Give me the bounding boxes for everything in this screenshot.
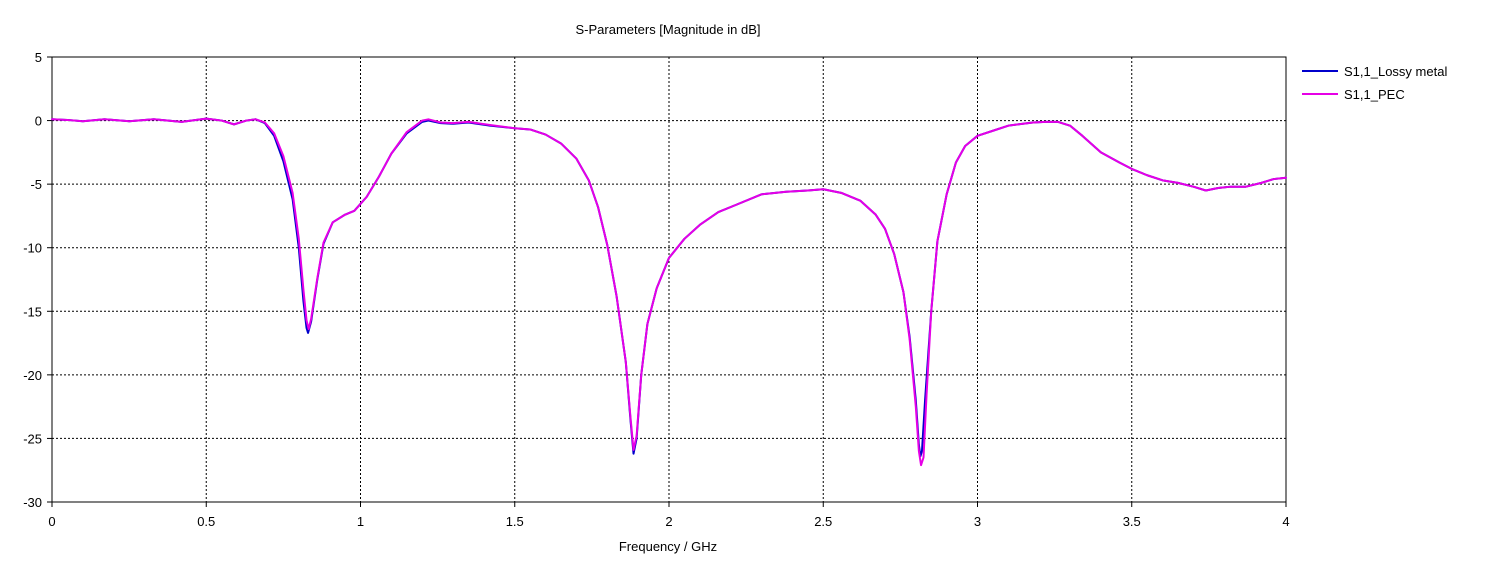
y-tick-label: -15 bbox=[23, 304, 42, 319]
x-tick-label: 2.5 bbox=[814, 514, 832, 529]
chart-title: S-Parameters [Magnitude in dB] bbox=[576, 22, 761, 37]
x-tick-label: 0 bbox=[48, 514, 55, 529]
x-tick-label: 3.5 bbox=[1123, 514, 1141, 529]
x-tick-label: 2 bbox=[665, 514, 672, 529]
y-tick-label: -20 bbox=[23, 368, 42, 383]
x-tick-label: 0.5 bbox=[197, 514, 215, 529]
x-tick-label: 3 bbox=[974, 514, 981, 529]
x-axis-label: Frequency / GHz bbox=[619, 539, 717, 554]
legend-label-0: S1,1_Lossy metal bbox=[1344, 64, 1447, 79]
x-tick-label: 1.5 bbox=[506, 514, 524, 529]
legend-label-1: S1,1_PEC bbox=[1344, 87, 1405, 102]
legend: S1,1_Lossy metal S1,1_PEC bbox=[1302, 64, 1447, 102]
axis-ticks: 0 0.5 1 1.5 2 2.5 3 3.5 4 5 0 -5 -10 -15 -20 -25 -30 bbox=[23, 50, 1289, 529]
grid-lines bbox=[52, 57, 1286, 502]
y-tick-label: -25 bbox=[23, 431, 42, 446]
y-tick-label: 0 bbox=[35, 114, 42, 129]
series-lines bbox=[51, 117, 1287, 467]
series-line-1 bbox=[51, 117, 1287, 467]
y-tick-label: 5 bbox=[35, 50, 42, 65]
x-tick-label: 4 bbox=[1282, 514, 1289, 529]
x-tick-label: 1 bbox=[357, 514, 364, 529]
y-tick-label: -30 bbox=[23, 495, 42, 510]
y-tick-label: -5 bbox=[30, 177, 42, 192]
y-tick-label: -10 bbox=[23, 241, 42, 256]
